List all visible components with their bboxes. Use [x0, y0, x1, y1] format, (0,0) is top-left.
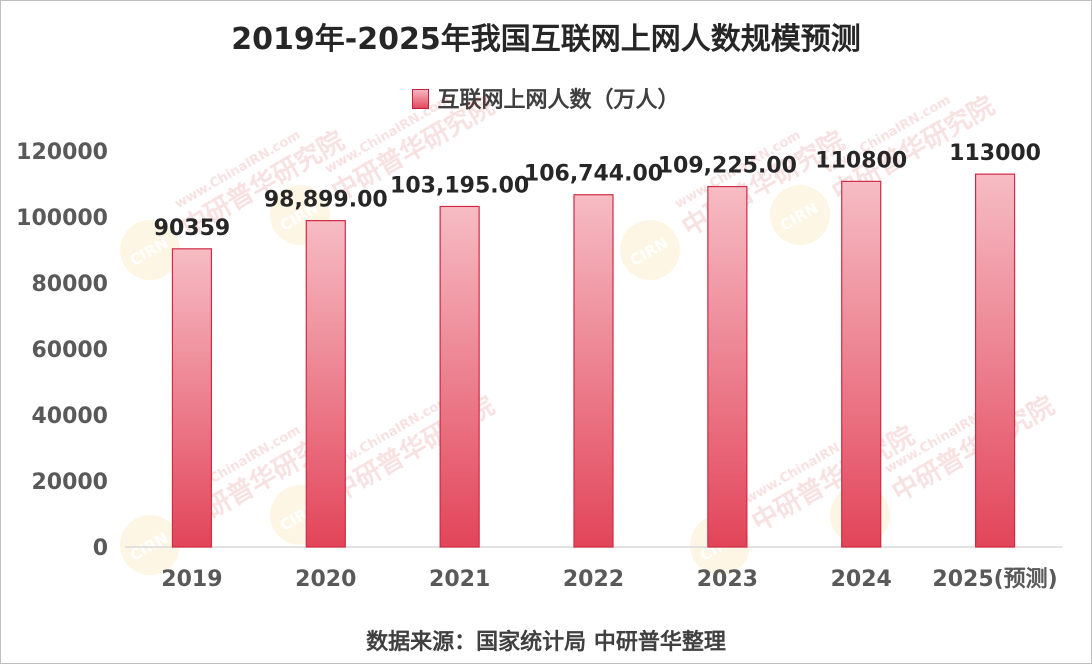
data-source-note: 数据来源：国家统计局 中研普华整理	[366, 630, 726, 655]
x-tick-label: 2019	[161, 567, 222, 592]
x-tick-label: 2022	[563, 567, 624, 592]
data-label: 98,899.00	[264, 188, 388, 213]
bar-2020	[305, 220, 346, 548]
x-axis: 2019 2020 2021 2022 2023 2024 2025(预测)	[161, 567, 1057, 592]
data-labels: 90359 98,899.00103,195.00106,744.00109,22…	[154, 141, 1041, 241]
x-tick-label: 2020	[295, 567, 356, 592]
data-label: 109,225.00	[658, 154, 797, 179]
y-tick-label: 20000	[31, 470, 108, 495]
data-label: 106,744.00	[524, 162, 663, 187]
legend-swatch	[412, 89, 430, 109]
y-tick-label: 120000	[16, 140, 108, 165]
chart-title: 2019年-2025年我国互联网上网人数规模预测	[231, 22, 861, 57]
legend: 互联网上网人数（万人）	[0, 82, 1092, 114]
y-tick-label: 0	[93, 536, 108, 561]
data-label: 113000	[949, 141, 1041, 166]
legend-label: 互联网上网人数（万人）	[437, 88, 680, 113]
x-tick-label: 2021	[429, 567, 490, 592]
x-tick-label: 2023	[697, 567, 758, 592]
bar-2025(预测)	[974, 173, 1016, 548]
bar-2023	[707, 185, 748, 548]
bar-2021	[439, 205, 480, 548]
y-tick-label: 100000	[16, 206, 108, 231]
data-label: 110800	[815, 148, 907, 173]
y-axis: 0 20000 40000 60000 80000 100000 120000	[16, 140, 108, 561]
y-tick-label: 40000	[31, 404, 108, 429]
bar-series	[171, 173, 1016, 548]
bar-2024	[841, 180, 882, 548]
data-label: 90359	[154, 216, 231, 241]
x-tick-label: 2024	[831, 567, 892, 592]
bar-2019	[171, 248, 213, 548]
bar-2022	[573, 194, 614, 548]
data-label: 103,195.00	[390, 173, 529, 198]
y-tick-label: 80000	[31, 272, 108, 297]
y-tick-label: 60000	[31, 338, 108, 363]
x-tick-label: 2025(预测)	[932, 567, 1057, 592]
